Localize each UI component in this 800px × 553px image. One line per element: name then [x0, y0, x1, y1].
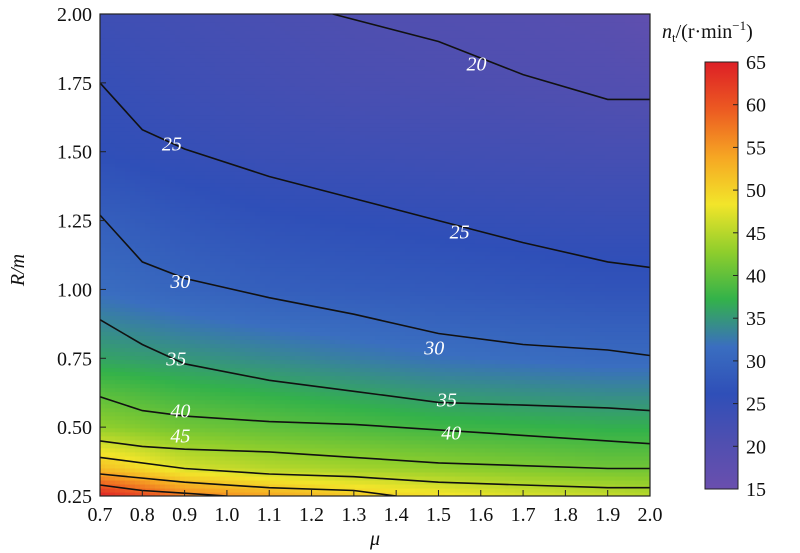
contour-label-40: 40 — [441, 423, 461, 445]
y-axis-label: R/m — [7, 254, 29, 287]
x-axis-ticks: 0.7 0.8 0.9 1.0 1.1 1.2 1.3 1.4 1.5 1.6 1.7 1.8 1.9 2… — [88, 490, 663, 526]
x-tick-label: 1.7 — [511, 504, 536, 526]
colorbar-tick-label: 35 — [746, 308, 766, 330]
contour-lines — [100, 14, 650, 496]
colorbar-tick-label: 60 — [746, 95, 766, 117]
colorbar-tick-label: 25 — [746, 394, 766, 416]
x-tick-label: 1.2 — [299, 504, 324, 526]
y-tick-label: 1.75 — [57, 73, 92, 95]
x-tick-label: 1.9 — [595, 504, 620, 526]
x-tick-label: 2.0 — [638, 504, 663, 526]
x-tick-label: 1.4 — [384, 504, 409, 526]
x-tick-label: 0.8 — [130, 504, 155, 526]
contour-fill — [100, 14, 650, 496]
colorbar-tick-label: 30 — [746, 351, 766, 373]
contour-label-35: 35 — [165, 348, 186, 370]
contour-label-20: 20 — [467, 54, 487, 76]
y-tick-label: 1.50 — [57, 142, 92, 164]
contour-line-25 — [100, 82, 650, 269]
x-tick-label: 1.1 — [257, 504, 282, 526]
colorbar-tick-label: 65 — [746, 52, 766, 74]
x-tick-label: 1.3 — [341, 504, 366, 526]
x-tick-label: 1.6 — [468, 504, 493, 526]
colorbar-tick-label: 40 — [746, 266, 766, 288]
y-tick-label: 0.50 — [57, 417, 92, 439]
contour-line-35 — [100, 319, 650, 412]
contour-label-35: 35 — [436, 390, 457, 412]
y-tick-label: 2.00 — [57, 4, 92, 26]
contour-line-55 — [100, 473, 397, 496]
x-axis-label: μ — [369, 528, 380, 550]
x-tick-label: 1.5 — [426, 504, 451, 526]
x-tick-label: 1.8 — [553, 504, 578, 526]
colorbar-ticks: 15 20 25 30 35 40 45 50 55 60 65 — [733, 52, 766, 501]
contour-line-30 — [100, 214, 650, 357]
x-tick-label: 0.9 — [172, 504, 197, 526]
y-tick-label: 1.00 — [57, 279, 92, 301]
contour-label-25: 25 — [162, 134, 182, 156]
colorbar-tick-label: 50 — [746, 180, 766, 202]
contour-line-60 — [100, 484, 227, 496]
x-tick-label: 1.0 — [214, 504, 239, 526]
contour-line-40 — [100, 396, 650, 445]
contour-label-30: 30 — [423, 337, 444, 359]
colorbar-tick-label: 55 — [746, 137, 766, 159]
colorbar-tick-label: 45 — [746, 223, 766, 245]
plot-frame — [99, 13, 651, 497]
colorbar-tick-label: 15 — [746, 479, 766, 501]
y-tick-label: 0.25 — [57, 486, 92, 508]
colorbar — [704, 61, 739, 490]
contour-label-30: 30 — [169, 271, 190, 293]
y-tick-label: 0.75 — [57, 348, 92, 370]
colorbar-tick-label: 20 — [746, 436, 766, 458]
contour-label-45: 45 — [170, 425, 190, 447]
x-tick-label: 0.7 — [88, 504, 113, 526]
y-axis-ticks: 0.25 0.50 0.75 1.00 1.25 1.50 1.75 2.00 — [57, 4, 106, 508]
y-tick-label: 1.25 — [57, 211, 92, 233]
contour-label-40: 40 — [170, 401, 190, 423]
contour-line-50 — [100, 456, 650, 489]
colorbar-title: nt/(r·min−1) — [662, 18, 753, 45]
contour-label-25: 25 — [450, 222, 470, 244]
contour-line-45 — [100, 440, 650, 470]
contour-line-20 — [332, 14, 650, 101]
